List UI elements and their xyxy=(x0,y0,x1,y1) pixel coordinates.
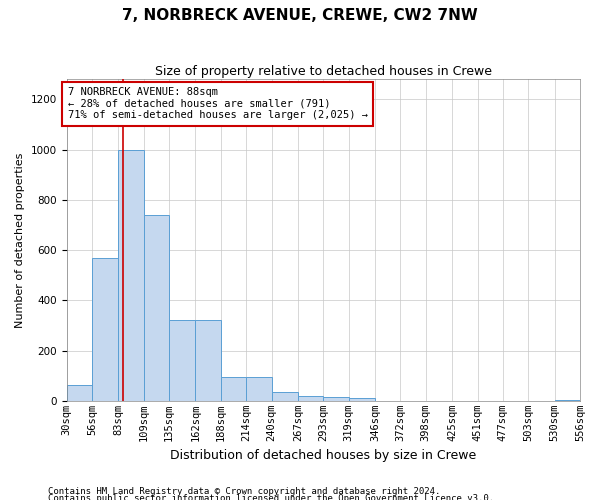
X-axis label: Distribution of detached houses by size in Crewe: Distribution of detached houses by size … xyxy=(170,450,476,462)
Y-axis label: Number of detached properties: Number of detached properties xyxy=(15,152,25,328)
Bar xyxy=(196,320,221,401)
Bar xyxy=(298,396,323,401)
Bar xyxy=(118,150,143,401)
Bar xyxy=(323,397,349,401)
Bar xyxy=(272,392,298,401)
Text: Contains public sector information licensed under the Open Government Licence v3: Contains public sector information licen… xyxy=(48,494,494,500)
Text: 7 NORBRECK AVENUE: 88sqm
← 28% of detached houses are smaller (791)
71% of semi-: 7 NORBRECK AVENUE: 88sqm ← 28% of detach… xyxy=(68,87,368,120)
Bar xyxy=(169,320,196,401)
Bar xyxy=(143,215,169,401)
Title: Size of property relative to detached houses in Crewe: Size of property relative to detached ho… xyxy=(155,65,492,78)
Bar xyxy=(349,398,375,401)
Bar xyxy=(67,384,92,401)
Bar xyxy=(92,258,118,401)
Bar xyxy=(554,400,580,401)
Bar xyxy=(246,377,272,401)
Bar xyxy=(221,377,246,401)
Text: Contains HM Land Registry data © Crown copyright and database right 2024.: Contains HM Land Registry data © Crown c… xyxy=(48,487,440,496)
Text: 7, NORBRECK AVENUE, CREWE, CW2 7NW: 7, NORBRECK AVENUE, CREWE, CW2 7NW xyxy=(122,8,478,22)
